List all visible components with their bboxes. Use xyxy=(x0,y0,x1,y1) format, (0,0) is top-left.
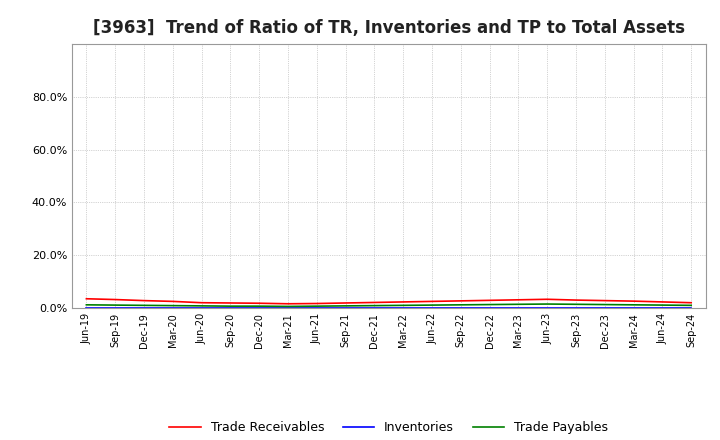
Inventories xyxy=(111,305,120,310)
Trade Receivables xyxy=(140,298,148,303)
Inventories xyxy=(456,305,465,310)
Trade Receivables xyxy=(658,299,667,304)
Inventories xyxy=(197,305,206,310)
Trade Receivables xyxy=(687,300,696,305)
Inventories xyxy=(428,305,436,310)
Trade Payables xyxy=(370,303,379,308)
Inventories xyxy=(341,305,350,310)
Trade Payables xyxy=(82,302,91,308)
Trade Receivables xyxy=(341,301,350,306)
Trade Payables xyxy=(168,303,177,308)
Trade Payables xyxy=(600,302,609,307)
Inventories xyxy=(485,305,494,310)
Trade Receivables xyxy=(543,297,552,302)
Trade Receivables xyxy=(370,300,379,305)
Inventories xyxy=(255,305,264,310)
Trade Receivables xyxy=(456,298,465,304)
Inventories xyxy=(370,305,379,310)
Trade Receivables xyxy=(82,296,91,301)
Trade Payables xyxy=(341,303,350,308)
Trade Payables xyxy=(312,304,321,309)
Trade Payables xyxy=(456,302,465,308)
Trade Payables xyxy=(543,301,552,307)
Inventories xyxy=(572,305,580,310)
Trade Receivables xyxy=(600,298,609,303)
Inventories xyxy=(658,305,667,310)
Inventories xyxy=(226,305,235,310)
Trade Receivables xyxy=(485,298,494,303)
Inventories xyxy=(629,305,638,310)
Trade Payables xyxy=(399,303,408,308)
Trade Receivables xyxy=(514,297,523,302)
Inventories xyxy=(140,305,148,310)
Inventories xyxy=(168,305,177,310)
Trade Receivables xyxy=(428,299,436,304)
Inventories xyxy=(543,305,552,310)
Trade Payables xyxy=(514,302,523,307)
Inventories xyxy=(399,305,408,310)
Trade Receivables xyxy=(284,301,292,306)
Trade Receivables xyxy=(629,298,638,304)
Legend: Trade Receivables, Inventories, Trade Payables: Trade Receivables, Inventories, Trade Pa… xyxy=(164,416,613,439)
Trade Payables xyxy=(197,303,206,308)
Trade Payables xyxy=(572,302,580,307)
Trade Receivables xyxy=(572,297,580,303)
Trade Receivables xyxy=(168,299,177,304)
Trade Payables xyxy=(658,302,667,308)
Trade Receivables xyxy=(399,299,408,304)
Trade Receivables xyxy=(226,301,235,306)
Inventories xyxy=(284,305,292,310)
Trade Payables xyxy=(111,302,120,308)
Inventories xyxy=(687,305,696,310)
Line: Trade Receivables: Trade Receivables xyxy=(86,299,691,304)
Trade Payables xyxy=(428,302,436,308)
Inventories xyxy=(312,305,321,310)
Trade Payables xyxy=(140,303,148,308)
Inventories xyxy=(600,305,609,310)
Line: Trade Payables: Trade Payables xyxy=(86,304,691,306)
Title: [3963]  Trend of Ratio of TR, Inventories and TP to Total Assets: [3963] Trend of Ratio of TR, Inventories… xyxy=(93,19,685,37)
Trade Payables xyxy=(485,302,494,307)
Trade Receivables xyxy=(312,301,321,306)
Inventories xyxy=(514,305,523,310)
Trade Receivables xyxy=(255,301,264,306)
Trade Payables xyxy=(226,304,235,309)
Trade Payables xyxy=(255,304,264,309)
Trade Payables xyxy=(284,304,292,309)
Trade Receivables xyxy=(197,300,206,305)
Trade Payables xyxy=(687,303,696,308)
Trade Payables xyxy=(629,302,638,308)
Trade Receivables xyxy=(111,297,120,302)
Inventories xyxy=(82,305,91,310)
